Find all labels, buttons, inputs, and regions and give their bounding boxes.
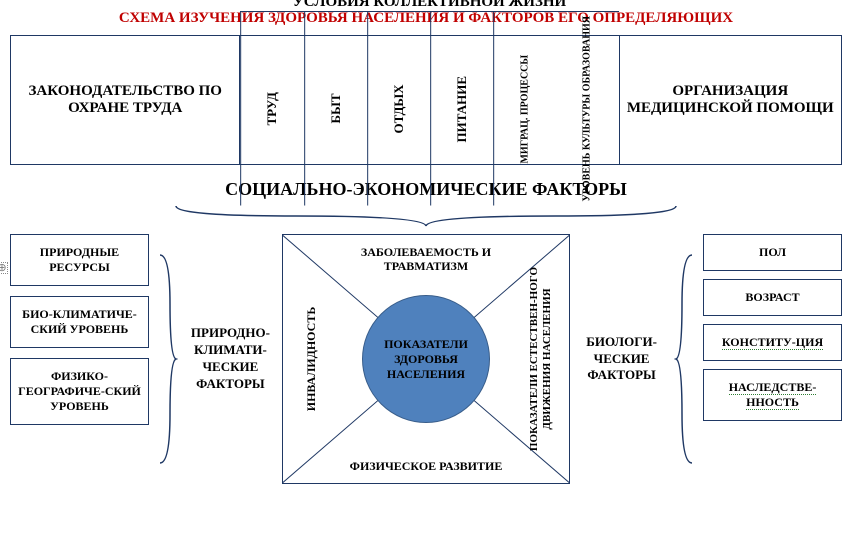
triangle-right-label: ПОКАЗАТЕЛИ ЕСТЕСТВЕН-НОГО ДВИЖЕНИЯ НАСЕЛ… [528,264,554,454]
left-boxes: ПРИРОДНЫЕ РЕСУРСЫ БИО-КЛИМАТИЧЕ-СКИЙ УРО… [10,234,149,484]
col-labor: ТРУД [240,12,303,206]
brace-right [673,234,697,484]
biological-factors: БИОЛОГИ-ЧЕСКИЕ ФАКТОРЫ [576,234,667,484]
box-sex: ПОЛ [703,234,842,271]
box-heredity: НАСЛЕДСТВЕ-ННОСТЬ [703,369,842,421]
col-nutrition: ПИТАНИЕ [430,12,493,206]
center-square: ЗАБОЛЕВАЕМОСТЬ И ТРАВМАТИЗМ ФИЗИЧЕСКОЕ Р… [282,234,570,484]
box-natural-resources: ПРИРОДНЫЕ РЕСУРСЫ [10,234,149,286]
box-constitution: КОНСТИТУ-ЦИЯ [703,324,842,361]
bottom-section: ПРИРОДНЫЕ РЕСУРСЫ БИО-КЛИМАТИЧЕ-СКИЙ УРО… [10,234,842,484]
curly-brace-right-icon [674,249,696,469]
box-physgeo: ФИЗИКО-ГЕОГРАФИЧЕ-СКИЙ УРОВЕНЬ [10,358,149,425]
natural-climatic-factors: ПРИРОДНО-КЛИМАТИ-ЧЕСКИЕ ФАКТОРЫ [185,234,276,484]
box-bioclimatic: БИО-КЛИМАТИЧЕ-СКИЙ УРОВЕНЬ [10,296,149,348]
cell-medical-org: ОРГАНИЗАЦИЯ МЕДИЦИНСКОЙ ПОМОЩИ [620,36,841,164]
collective-life-header: УСЛОВИЯ КОЛЛЕКТИВНОЙ ЖИЗНИ [240,0,618,12]
brace-top [10,202,842,230]
center-circle: ПОКАЗАТЕЛИ ЗДОРОВЬЯ НАСЕЛЕНИЯ [362,295,490,423]
col-culture: УРОВЕНЬ КУЛЬТУРЫ ОБРАЗОВАНИЯ [556,12,618,206]
curly-brace-icon [166,202,686,228]
triangle-top-label: ЗАБОЛЕВАЕМОСТЬ И ТРАВМАТИЗМ [336,245,516,274]
triangle-left-label: ИНВАЛИДНОСТЬ [304,284,318,434]
collective-life-columns: ТРУД БЫТ ОТДЫХ ПИТАНИЕ МИГРАЦ. ПРОЦЕССЫ … [240,12,618,206]
col-migration: МИГРАЦ. ПРОЦЕССЫ [493,12,556,206]
top-table: ЗАКОНОДАТЕЛЬСТВО ПО ОХРАНЕ ТРУДА УСЛОВИЯ… [10,35,842,165]
curly-brace-left-icon [156,249,178,469]
right-boxes: ПОЛ ВОЗРАСТ КОНСТИТУ-ЦИЯ НАСЛЕДСТВЕ-ННОС… [703,234,842,484]
col-life: БЫТ [304,12,367,206]
col-rest: ОТДЫХ [367,12,430,206]
cell-collective-life: УСЛОВИЯ КОЛЛЕКТИВНОЙ ЖИЗНИ ТРУД БЫТ ОТДЫ… [240,36,619,164]
anchor-icon: ⊕ [0,262,8,274]
brace-left [155,234,179,484]
box-age: ВОЗРАСТ [703,279,842,316]
cell-legislation: ЗАКОНОДАТЕЛЬСТВО ПО ОХРАНЕ ТРУДА [11,36,240,164]
triangle-bottom-label: ФИЗИЧЕСКОЕ РАЗВИТИЕ [336,459,516,473]
